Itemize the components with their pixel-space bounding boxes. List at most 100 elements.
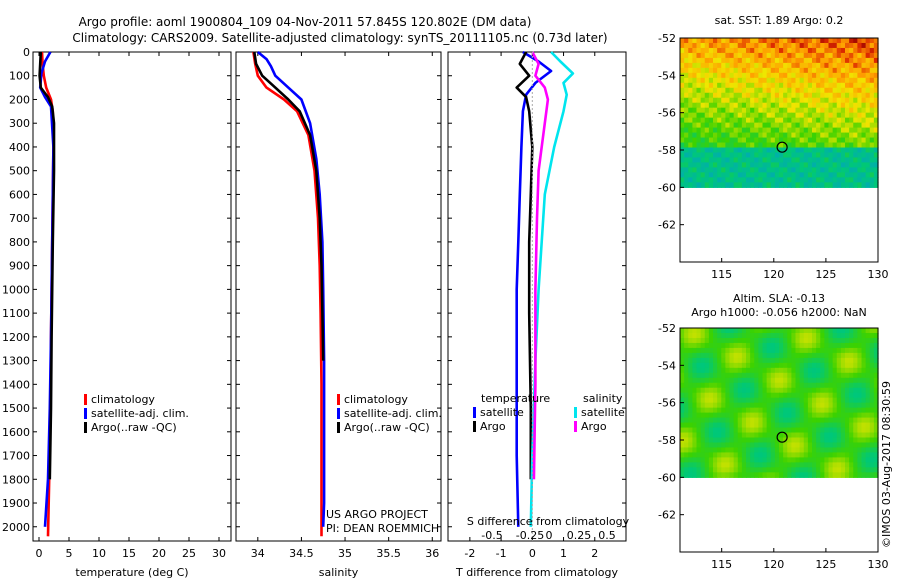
sla-map-cell bbox=[684, 328, 689, 334]
sla-map-cell bbox=[845, 417, 850, 424]
sst-map-cell bbox=[758, 57, 764, 64]
sst-map-cell bbox=[717, 112, 722, 119]
sst-map-cell bbox=[791, 142, 797, 149]
sst-map-cell bbox=[758, 117, 764, 124]
sst-map-cell bbox=[754, 97, 759, 104]
sst-map-cell bbox=[812, 62, 817, 69]
sst-map-cell bbox=[750, 137, 755, 144]
sst-map-cell bbox=[721, 162, 726, 169]
sst-map-cell bbox=[873, 142, 879, 149]
sst-map-cell bbox=[729, 72, 735, 79]
sla-map-cell bbox=[873, 392, 879, 399]
sst-map-cell bbox=[799, 57, 805, 64]
sla-map-cell bbox=[799, 452, 805, 459]
sla-map-cell bbox=[774, 382, 780, 389]
sst-map-cell bbox=[853, 147, 858, 154]
sst-map-cell bbox=[799, 92, 805, 99]
sst-map-cell bbox=[861, 87, 867, 94]
sst-map-cell bbox=[795, 182, 801, 188]
sla-map-cell bbox=[762, 362, 768, 369]
sst-map-cell bbox=[791, 82, 797, 89]
sla-map-cell bbox=[737, 397, 743, 404]
sla-map-cell bbox=[836, 472, 842, 478]
sst-map-cell bbox=[820, 132, 825, 139]
sla-map-cell bbox=[774, 467, 780, 473]
sst-map-cell bbox=[853, 92, 858, 99]
sla-map-cell bbox=[873, 452, 879, 459]
sst-map-cell bbox=[869, 112, 875, 119]
sla-map-cell bbox=[746, 427, 751, 434]
sst-map-cell bbox=[737, 97, 743, 104]
sst-map-cell bbox=[783, 82, 788, 89]
sla-map-cell bbox=[766, 412, 772, 419]
sla-map-cell bbox=[762, 357, 768, 364]
sst-map-cell bbox=[853, 137, 858, 144]
sla-map-cell bbox=[787, 328, 792, 334]
sst-map-cell bbox=[696, 182, 702, 188]
sla-map-cell bbox=[799, 377, 805, 384]
sst-map-cell bbox=[733, 38, 739, 44]
sla-map-cell bbox=[729, 437, 735, 444]
sla-map-cell bbox=[845, 392, 850, 399]
sst-map-cell bbox=[832, 127, 838, 134]
sla-map-cell bbox=[832, 328, 838, 334]
sst-map-cell bbox=[820, 77, 825, 84]
sla-map-cell bbox=[836, 362, 842, 369]
sst-map-cell bbox=[812, 152, 817, 159]
sst-map-cell bbox=[737, 152, 743, 159]
sst-map-cell bbox=[853, 112, 858, 119]
sst-map-cell bbox=[840, 157, 846, 164]
sst-map-cell bbox=[795, 117, 801, 124]
sla-map-cell bbox=[807, 382, 813, 389]
sla-map-cell bbox=[725, 362, 731, 369]
difference-xtick-label: 1 bbox=[560, 547, 567, 560]
sla-map-cell bbox=[700, 328, 706, 334]
sla-map-cell bbox=[680, 342, 685, 349]
sla-map-cell bbox=[688, 392, 693, 399]
sla-map-ytick-label: -62 bbox=[658, 509, 676, 522]
sst-map-cell bbox=[717, 127, 722, 134]
sst-map-cell bbox=[857, 92, 863, 99]
sla-map-cell bbox=[750, 457, 755, 463]
sla-map-cell bbox=[746, 402, 751, 409]
sst-map-cell bbox=[791, 152, 797, 159]
sla-map-cell bbox=[795, 337, 801, 344]
sst-map-cell bbox=[845, 57, 850, 64]
sst-map-cell bbox=[845, 122, 850, 129]
sla-map-cell bbox=[770, 332, 776, 339]
sst-map-cell bbox=[853, 122, 858, 129]
sla-map-cell bbox=[836, 337, 842, 344]
sst-map-cell bbox=[733, 157, 739, 164]
sst-map-cell bbox=[762, 167, 768, 173]
sst-map-cell bbox=[774, 72, 780, 79]
sst-map-cell bbox=[725, 77, 731, 84]
sla-map-cell bbox=[869, 467, 875, 473]
sla-map-cell bbox=[857, 457, 863, 463]
sst-map-cell bbox=[803, 92, 809, 99]
sla-map-cell bbox=[828, 467, 834, 473]
sla-map-cell bbox=[824, 332, 830, 339]
sst-map-cell bbox=[762, 72, 768, 79]
sla-map-cell bbox=[873, 437, 879, 444]
sla-map-cell bbox=[680, 447, 685, 454]
sst-map-cell bbox=[704, 117, 710, 124]
sst-map-cell bbox=[812, 67, 817, 74]
sla-map-cell bbox=[754, 362, 759, 369]
sst-map-cell bbox=[713, 82, 718, 89]
sla-map-cell bbox=[737, 367, 743, 374]
sst-map-cell bbox=[774, 107, 780, 114]
sst-map-cell bbox=[741, 38, 747, 44]
sst-map-cell bbox=[799, 127, 805, 134]
sla-map-cell bbox=[820, 462, 825, 468]
sst-map-cell bbox=[717, 52, 722, 59]
sla-map-cell bbox=[791, 402, 797, 409]
sla-map-cell bbox=[849, 352, 854, 359]
sla-map-cell bbox=[717, 397, 722, 404]
sst-map-cell bbox=[820, 142, 825, 149]
sla-map-cell bbox=[869, 462, 875, 468]
sla-map-cell bbox=[840, 342, 846, 349]
sla-map-cell bbox=[774, 352, 780, 359]
sla-map-cell bbox=[770, 427, 776, 434]
sst-map-cell bbox=[713, 117, 718, 124]
sla-map-cell bbox=[861, 397, 867, 404]
